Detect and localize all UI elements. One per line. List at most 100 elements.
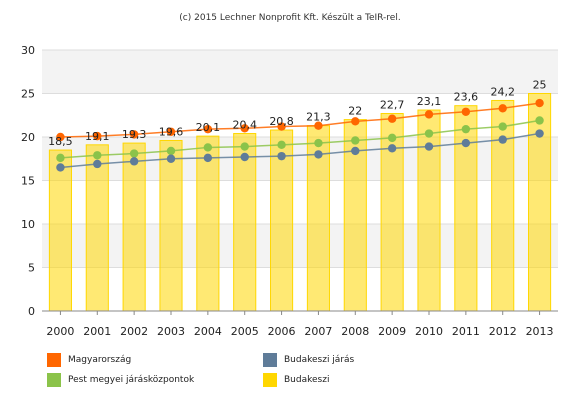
series-point [535, 98, 544, 108]
y-tick-label: 10 [21, 218, 35, 231]
x-tick-label: 2001 [83, 325, 111, 338]
y-tick-label: 0 [28, 305, 35, 318]
series-point [351, 146, 360, 156]
series-point [93, 151, 102, 160]
series-point [240, 142, 249, 151]
x-tick-label: 2006 [268, 325, 296, 338]
series-point [424, 129, 434, 138]
series-point [129, 130, 139, 139]
bar-value-label: 19,6 [159, 125, 184, 138]
grid-band [42, 50, 558, 94]
x-tick-label: 2011 [452, 325, 480, 338]
series-point [535, 129, 544, 138]
series-point [387, 144, 397, 153]
legend-swatch [263, 373, 277, 387]
series-point [314, 121, 323, 130]
legend-swatch [263, 353, 277, 367]
bar-budakeszi [454, 105, 478, 312]
series-point [351, 136, 360, 145]
x-tick-label: 2005 [231, 325, 259, 338]
y-tick-label: 20 [21, 131, 35, 144]
bar-value-label: 19,3 [122, 128, 147, 141]
legend-label: Pest megyei járásközpontok [68, 375, 195, 385]
series-point [314, 150, 323, 159]
series-point [498, 104, 507, 113]
grid-band [42, 224, 558, 268]
series-point [498, 135, 507, 144]
bar-value-label: 20,1 [196, 121, 221, 134]
bar-budakeszi [122, 142, 146, 312]
x-tick-label: 2002 [120, 325, 148, 338]
series-point [203, 124, 213, 134]
series-line [60, 102, 540, 138]
series-point [203, 153, 213, 163]
y-tick-label: 15 [21, 175, 35, 188]
chart-legend: Magyarország Budakeszi járás Pest megyei… [47, 347, 567, 397]
series-point [351, 117, 360, 126]
bar-value-label: 25 [533, 79, 547, 92]
x-tick-label: 2008 [341, 325, 369, 338]
bar-budakeszi [196, 135, 220, 312]
bar-budakeszi [417, 109, 441, 312]
x-tick-label: 2009 [378, 325, 406, 338]
bar-budakeszi [491, 99, 515, 312]
series-point [56, 132, 65, 142]
series-point [166, 154, 176, 163]
x-tick-label: 2012 [489, 325, 517, 338]
x-tick-label: 2013 [526, 325, 554, 338]
series-point [535, 116, 544, 125]
series-point [93, 131, 102, 141]
bar-value-label: 18,5 [48, 135, 73, 148]
chart-canvas: 18,5 19,1 19,3 19,6 20,1 20,4 20,8 21,3 22 22,7 23… [21, 44, 558, 338]
bar-value-label: 19,1 [85, 130, 110, 143]
x-tick-label: 2004 [194, 325, 222, 338]
bar-value-label: 22,7 [380, 99, 405, 112]
bar-budakeszi [85, 144, 109, 312]
bar-budakeszi [380, 113, 404, 312]
bar-value-label: 21,3 [306, 111, 331, 124]
bar-value-label: 23,1 [417, 95, 442, 108]
bar-budakeszi [528, 93, 552, 312]
series-point [56, 163, 65, 172]
series-line [60, 132, 540, 169]
y-tick-label: 5 [28, 262, 35, 275]
series-point [56, 153, 65, 163]
series-point [277, 122, 286, 131]
series-point [129, 149, 139, 158]
series-point [240, 152, 249, 162]
series-point [387, 114, 397, 123]
legend-label: Budakeszi járás [284, 355, 355, 365]
series-point [166, 146, 176, 156]
legend-swatch [47, 353, 61, 367]
series-point [461, 138, 471, 148]
x-tick-label: 2000 [46, 325, 74, 338]
legend-label: Budakeszi [284, 375, 330, 385]
x-tick-label: 2003 [157, 325, 185, 338]
y-tick-label: 25 [21, 88, 35, 101]
chart-credit: (c) 2015 Lechner Nonprofit Kft. Készült … [179, 13, 401, 23]
bar-value-label: 23,6 [454, 91, 479, 104]
legend-swatch [47, 373, 61, 387]
x-tick-label: 2007 [304, 325, 332, 338]
series-point [498, 122, 507, 131]
bar-value-label: 20,4 [232, 119, 257, 132]
bar-budakeszi [48, 149, 72, 312]
legend-label: Magyarország [68, 355, 132, 365]
bar-value-label: 24,2 [490, 85, 515, 98]
series-point [461, 107, 471, 116]
y-tick-label: 30 [21, 44, 35, 57]
series-point [314, 138, 323, 148]
series-point [129, 157, 139, 166]
series-point [93, 159, 102, 169]
series-point [461, 124, 471, 134]
series-point [424, 110, 434, 119]
series-point [277, 151, 286, 161]
bar-value-label: 22 [348, 105, 362, 118]
series-point [240, 124, 249, 133]
series-point [203, 143, 213, 152]
bar-budakeszi [159, 139, 183, 312]
series-point [387, 133, 397, 143]
series-point [424, 142, 434, 151]
series-point [277, 140, 286, 150]
bar-value-label: 20,8 [269, 115, 294, 128]
